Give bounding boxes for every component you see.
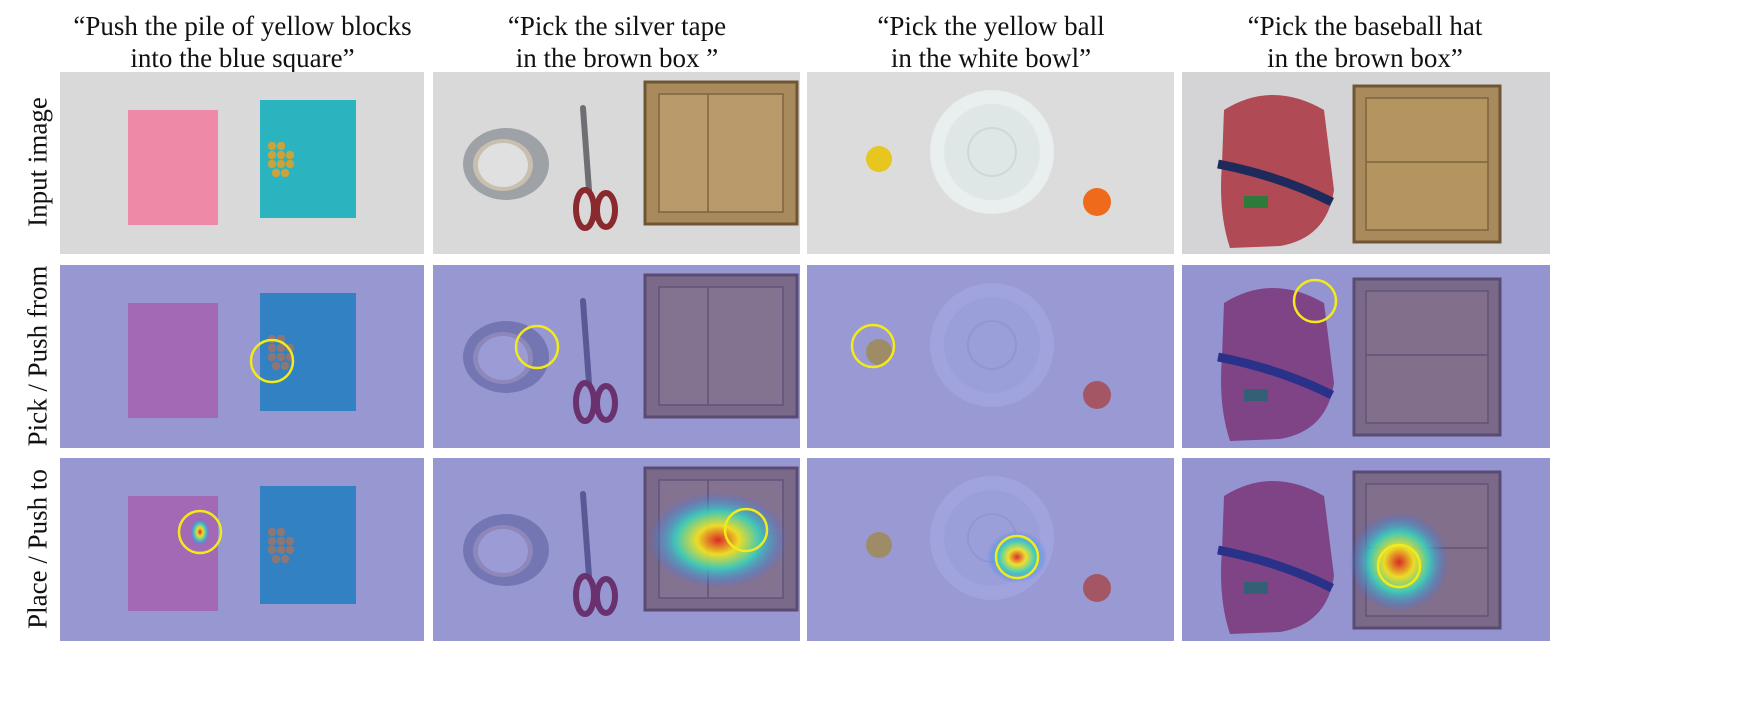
table-surface	[60, 265, 424, 448]
baseball-hat	[1217, 481, 1335, 634]
table-surface	[60, 72, 424, 254]
image-silver-tape-place-push-to	[433, 458, 800, 641]
image-push-blocks-input	[60, 72, 424, 254]
scissors	[573, 298, 618, 424]
prediction-circle	[723, 507, 769, 553]
image-silver-tape-input	[433, 72, 800, 254]
baseball-hat	[1217, 288, 1335, 441]
heatmap-blob	[648, 492, 788, 588]
row-label-place-push-to: Place / Push to	[22, 469, 53, 629]
silver-tape	[463, 514, 549, 586]
column-caption-push-blocks: “Push the pile of yellow blocks into the…	[73, 11, 412, 73]
attention-overlay	[433, 265, 800, 448]
image-silver-tape-pick-push-from	[433, 265, 800, 448]
brown-box	[1352, 84, 1502, 244]
blue-square	[260, 100, 356, 218]
orange-ball	[1083, 381, 1111, 409]
heatmap-blob	[190, 518, 210, 546]
baseball-hat	[1217, 95, 1335, 248]
prediction-circle	[1376, 543, 1422, 589]
brown-box	[643, 80, 799, 226]
white-bowl	[930, 283, 1054, 407]
table-surface	[60, 458, 424, 641]
image-yellow-ball-input	[807, 72, 1174, 254]
brown-box	[1352, 277, 1502, 437]
image-baseball-hat-pick-push-from	[1182, 265, 1550, 448]
brown-box	[643, 273, 799, 419]
column-caption-silver-tape: “Pick the silver tape in the brown box ”	[507, 11, 727, 73]
prediction-circle	[249, 338, 295, 384]
yellow-blocks-pile	[267, 141, 295, 178]
orange-ball	[1083, 574, 1111, 602]
attention-overlay	[60, 265, 424, 448]
yellow-ball	[866, 532, 892, 558]
attention-overlay	[807, 265, 1174, 448]
yellow-blocks-pile	[267, 527, 295, 564]
yellow-ball	[866, 146, 892, 172]
blue-square	[260, 486, 356, 604]
heatmap-blob	[1349, 512, 1449, 612]
image-yellow-ball-place-push-to	[807, 458, 1174, 641]
image-push-blocks-pick-push-from	[60, 265, 424, 448]
scissors	[573, 105, 618, 231]
prediction-circle	[177, 509, 223, 555]
image-yellow-ball-pick-push-from	[807, 265, 1174, 448]
attention-overlay	[60, 458, 424, 641]
column-caption-baseball-hat: “Pick the baseball hat in the brown box”	[1247, 11, 1483, 73]
column-caption-yellow-ball: “Pick the yellow ball in the white bowl”	[877, 11, 1105, 73]
image-baseball-hat-input	[1182, 72, 1550, 254]
orange-ball	[1083, 188, 1111, 216]
blue-square	[260, 293, 356, 411]
attention-overlay	[1182, 265, 1550, 448]
prediction-circle	[850, 323, 896, 369]
pink-square	[128, 303, 218, 418]
scissors	[573, 491, 618, 617]
prediction-circle	[514, 324, 560, 370]
image-push-blocks-place-push-to	[60, 458, 424, 641]
image-baseball-hat-place-push-to	[1182, 458, 1550, 641]
prediction-circle	[994, 534, 1040, 580]
pink-square	[128, 110, 218, 225]
prediction-circle	[1292, 278, 1338, 324]
silver-tape	[463, 128, 549, 200]
row-label-input-image: Input image	[22, 97, 53, 227]
yellow-ball	[866, 339, 892, 365]
row-label-pick-push-from: Pick / Push from	[22, 265, 53, 447]
white-bowl	[930, 90, 1054, 214]
